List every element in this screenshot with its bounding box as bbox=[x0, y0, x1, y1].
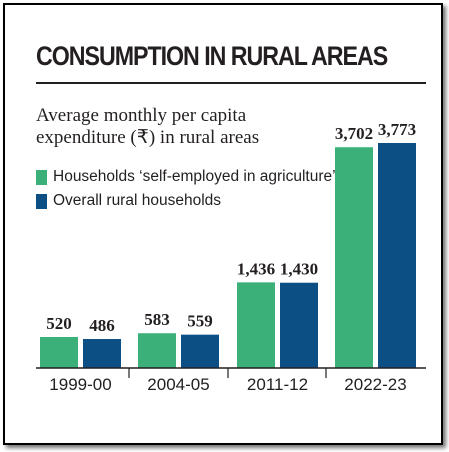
legend-item-agriculture: Households ‘self-employed in agriculture… bbox=[36, 165, 336, 189]
data-label-overall-1999-00: 486 bbox=[89, 316, 115, 335]
data-label-agriculture-2022-23: 3,702 bbox=[335, 124, 373, 143]
x-tick-label-2004-05: 2004-05 bbox=[147, 375, 209, 394]
bar-overall-1999-00 bbox=[83, 339, 121, 368]
bar-overall-2011-12 bbox=[280, 282, 318, 368]
bar-agriculture-2011-12 bbox=[237, 282, 275, 368]
chart-title: CONSUMPTION IN RURAL AREAS bbox=[36, 41, 388, 71]
legend-swatch-overall bbox=[36, 193, 47, 209]
chart-frame: CONSUMPTION IN RURAL AREAS Average month… bbox=[3, 3, 443, 445]
legend-swatch-agriculture bbox=[36, 169, 47, 185]
bar-agriculture-2022-23 bbox=[335, 147, 373, 368]
data-label-agriculture-2011-12: 1,436 bbox=[237, 259, 275, 278]
x-tick-label-2011-12: 2011-12 bbox=[247, 375, 308, 394]
subtitle-line-2: expenditure (₹) in rural areas bbox=[36, 127, 260, 148]
bar-chart: 520 486 1999-00 583 559 2004-05 1,436 1,430 2011… bbox=[36, 120, 426, 394]
chart-subtitle: Average monthly per capita expenditure (… bbox=[36, 105, 259, 149]
x-tick-label-1999-00: 1999-00 bbox=[49, 375, 111, 394]
bar-overall-2022-23 bbox=[378, 143, 416, 368]
subtitle-line-1: Average monthly per capita bbox=[36, 105, 247, 126]
legend: Households ‘self-employed in agriculture… bbox=[36, 165, 336, 213]
legend-item-overall: Overall rural households bbox=[36, 189, 336, 213]
data-label-agriculture-2004-05: 583 bbox=[144, 310, 170, 329]
data-label-overall-2004-05: 559 bbox=[187, 312, 213, 331]
bar-overall-2004-05 bbox=[181, 334, 219, 368]
data-label-overall-2022-23: 3,773 bbox=[378, 120, 416, 139]
legend-label-overall: Overall rural households bbox=[53, 192, 222, 209]
data-label-agriculture-1999-00: 520 bbox=[46, 314, 72, 333]
data-label-overall-2011-12: 1,430 bbox=[280, 260, 318, 279]
x-tick-label-2022-23: 2022-23 bbox=[344, 375, 406, 394]
title-rule bbox=[36, 82, 426, 84]
bar-agriculture-2004-05 bbox=[138, 333, 176, 368]
bar-agriculture-1999-00 bbox=[40, 336, 78, 368]
legend-label-agriculture: Households ‘self-employed in agriculture… bbox=[53, 168, 336, 185]
